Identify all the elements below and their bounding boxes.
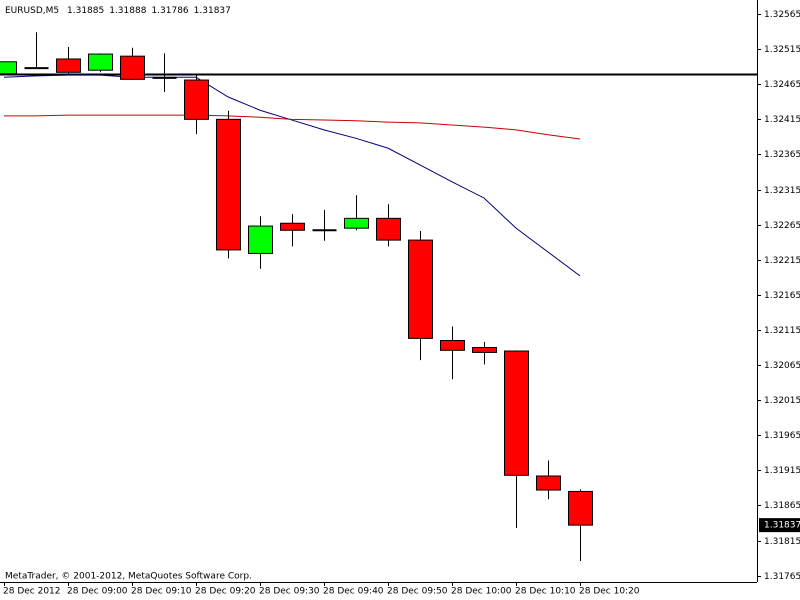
y-tick-label: 1.32065 [764, 361, 800, 371]
x-tick-label: 28 Dec 09:50 [387, 587, 448, 597]
y-tick-label: 1.31965 [764, 431, 800, 441]
x-tick-label: 28 Dec 2012 [3, 587, 61, 597]
candle-body [472, 347, 497, 353]
candle-body [408, 239, 433, 339]
moving-average [3, 74, 581, 277]
candle-body [248, 225, 273, 254]
y-tick-label: 1.32315 [764, 186, 800, 196]
y-tick-label: 1.31865 [764, 501, 800, 511]
y-tick-label: 1.31815 [764, 537, 800, 547]
candle-body [536, 475, 561, 491]
candle-body [56, 58, 81, 73]
ohlc: 1.31885 1.31888 1.31786 1.31837 [67, 6, 231, 16]
candle-body [216, 118, 241, 251]
candle-body [568, 490, 593, 526]
x-tick-label: 28 Dec 10:20 [579, 587, 640, 597]
y-tick-label: 1.32365 [764, 150, 800, 160]
x-tick-label: 28 Dec 09:00 [67, 587, 128, 597]
y-tick-label: 1.32465 [764, 80, 800, 90]
price-tag [759, 518, 800, 533]
candle-body [344, 217, 369, 229]
price-tag-label: 1.31837 [764, 521, 800, 531]
x-tick-label: 28 Dec 10:00 [451, 587, 512, 597]
x-tick-label: 28 Dec 09:30 [259, 587, 320, 597]
candle-body [120, 55, 145, 80]
candle-body [504, 350, 529, 476]
ohlc-value: 1.31786 [151, 6, 188, 16]
y-tick-label: 1.32015 [764, 396, 800, 406]
x-tick-label: 28 Dec 09:20 [195, 587, 256, 597]
candle-body [88, 53, 113, 71]
y-tick-label: 1.32415 [764, 115, 800, 125]
candle-body [440, 339, 465, 351]
candle-body [184, 79, 209, 120]
copyright: MetaTrader, © 2001-2012, MetaQuotes Soft… [5, 572, 252, 582]
x-tick-label: 28 Dec 09:40 [323, 587, 384, 597]
x-tick-label: 28 Dec 10:10 [515, 587, 576, 597]
y-tick-label: 1.32115 [764, 326, 800, 336]
y-tick-label: 1.32215 [764, 256, 800, 266]
y-tick-label: 1.32165 [764, 291, 800, 301]
chart-header: EURUSD,M5 1.31885 1.31888 1.31786 1.31837 [5, 6, 231, 16]
candle-body [280, 222, 305, 231]
moving-average [4, 114, 581, 140]
y-tick-label: 1.32265 [764, 221, 800, 231]
ohlc-value: 1.31885 [67, 6, 104, 16]
y-tick-label: 1.31915 [764, 466, 800, 476]
y-tick-label: 1.31765 [764, 572, 800, 582]
plot-area [0, 32, 757, 561]
x-tick-label: 28 Dec 09:10 [131, 587, 192, 597]
candle-body [376, 217, 401, 241]
symbol: EURUSD,M5 [5, 6, 59, 16]
ohlc-value: 1.31888 [109, 6, 146, 16]
ohlc-value: 1.31837 [194, 6, 231, 16]
y-tick-label: 1.32565 [764, 10, 800, 20]
y-tick-label: 1.32515 [764, 45, 800, 55]
candle-body [0, 61, 17, 75]
